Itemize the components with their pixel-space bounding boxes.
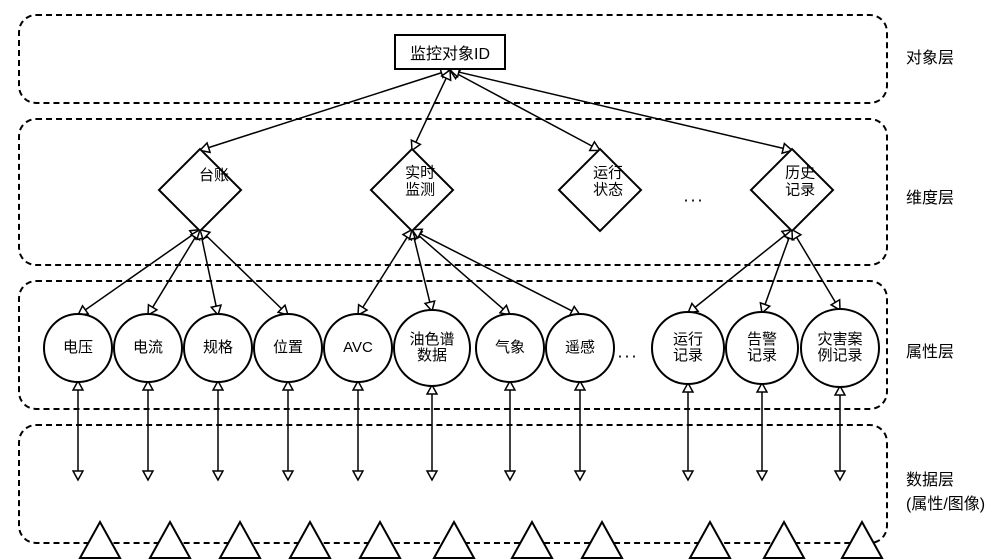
layer-label-1: 维度层	[906, 184, 954, 208]
dimension-label-d0: 台账	[186, 168, 242, 185]
attribute-node-a4: AVC	[323, 313, 393, 383]
attribute-node-a2: 规格	[183, 313, 253, 383]
attribute-node-a1: 电流	[113, 313, 183, 383]
layer-label-0: 对象层	[906, 44, 954, 68]
attribute-node-a5: 油色谱 数据	[393, 309, 471, 387]
attribute-node-a10: 灾害案 例记录	[800, 308, 880, 388]
layer-label-2: 属性层	[906, 338, 954, 362]
dimension-label-d3: 历史 记录	[772, 165, 828, 198]
attribute-node-a3: 位置	[253, 313, 323, 383]
attribute-node-a9: 告警 记录	[725, 311, 799, 385]
layer-label-3: 数据层 (属性/图像)	[906, 466, 985, 514]
root-node: 监控对象ID	[394, 34, 506, 70]
dimension-label-d2: 运行 状态	[580, 165, 636, 198]
dimension-ellipsis: ...	[683, 186, 704, 207]
attribute-node-a0: 电压	[43, 313, 113, 383]
attribute-node-a8: 运行 记录	[651, 311, 725, 385]
attribute-ellipsis: ...	[617, 342, 638, 363]
attribute-node-a6: 气象	[475, 313, 545, 383]
dimension-label-d1: 实时 监测	[392, 165, 448, 198]
attribute-node-a7: 遥感	[545, 313, 615, 383]
